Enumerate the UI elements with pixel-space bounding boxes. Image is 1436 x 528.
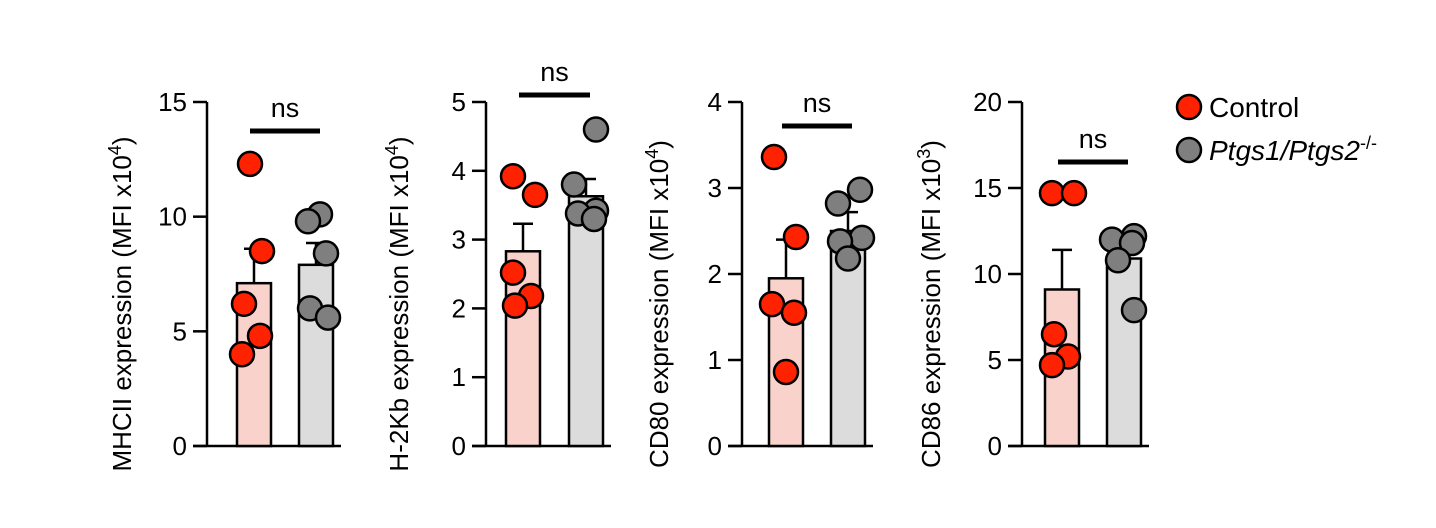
legend-label: Control [1209, 92, 1299, 123]
legend-marker [1175, 136, 1203, 164]
y-tick-label: 1 [452, 362, 466, 392]
significance-label: ns [271, 93, 300, 123]
y-tick-label: 5 [452, 87, 466, 117]
data-point-ko [560, 171, 588, 198]
y-axis-label-exponent: 4 [382, 145, 402, 155]
legend: Control Ptgs1/Ptgs2-/- [1175, 92, 1377, 166]
y-tick-label: 15 [158, 87, 187, 117]
y-tick-label: 0 [708, 431, 722, 461]
y-tick-label: 3 [708, 173, 722, 203]
data-point-ko [1104, 246, 1132, 274]
y-axis-label-close: ) [916, 140, 946, 149]
data-point-control [248, 237, 276, 265]
y-tick-label: 15 [973, 173, 1002, 203]
y-axis-label-text: MHCII expression (MFI x10 [107, 155, 137, 471]
y-axis-label-exponent: 3 [914, 149, 934, 159]
y-axis-label: CD86 expression (MFI x103) [914, 140, 946, 468]
y-tick-label: 5 [988, 345, 1002, 375]
data-point-ko [834, 245, 862, 272]
bar-ko [1105, 257, 1143, 448]
data-point-control [521, 181, 549, 209]
significance-label: ns [1079, 124, 1108, 154]
y-axis-label-text: CD80 expression (MFI x10 [644, 159, 674, 468]
y-tick-label: 4 [708, 87, 722, 117]
data-point-ko [582, 116, 610, 143]
y-tick-label: 20 [973, 87, 1002, 117]
data-point-ko [294, 208, 322, 235]
y-tick-label: 4 [452, 156, 466, 186]
y-tick-label: 2 [708, 259, 722, 289]
data-point-control [1038, 351, 1066, 379]
y-axis-label: MHCII expression (MFI x104) [105, 136, 137, 471]
data-point-control [228, 341, 256, 368]
legend-label: Ptgs1/Ptgs2-/- [1209, 133, 1377, 166]
y-tick-label: 3 [452, 225, 466, 255]
y-tick-label: 10 [158, 202, 187, 232]
data-point-control [772, 358, 800, 386]
data-point-control [236, 150, 264, 178]
y-tick-label: 0 [452, 431, 466, 461]
y-tick-label: 5 [173, 316, 187, 346]
y-tick-label: 2 [452, 293, 466, 323]
y-axis-label-exponent: 4 [642, 149, 662, 159]
data-point-control [1040, 320, 1068, 348]
legend-item: Ptgs1/Ptgs2-/- [1175, 133, 1377, 166]
data-point-ko [314, 304, 342, 331]
data-point-control [501, 292, 529, 319]
data-point-control [760, 143, 788, 171]
data-point-control [499, 259, 527, 286]
legend-marker [1175, 93, 1203, 121]
chart-panel-1: 0 5 10 15 MHCII expression (MFI x104) ns [105, 87, 342, 472]
significance-label: ns [803, 88, 832, 118]
bar-ko [297, 263, 335, 448]
data-point-control [230, 290, 258, 318]
significance-label: ns [540, 57, 569, 87]
data-point-control [1060, 179, 1088, 207]
data-point-control [780, 299, 808, 326]
y-tick-label: 10 [973, 259, 1002, 289]
legend-item: Control [1175, 92, 1299, 123]
chart-panel-4: 0 5 10 15 20 CD86 expression (MFI x103) ns [914, 87, 1149, 468]
data-point-ko [824, 190, 852, 217]
y-axis-label: CD80 expression (MFI x104) [642, 140, 674, 468]
data-point-control [499, 163, 527, 190]
data-point-control [758, 290, 786, 318]
y-axis-label-text: H-2Kb expression (MFI x10 [384, 155, 414, 471]
data-point-ko [580, 205, 608, 233]
y-axis-label-close: ) [384, 136, 414, 145]
y-tick-label: 1 [708, 345, 722, 375]
y-axis-label-exponent: 4 [105, 145, 125, 155]
y-axis-label-close: ) [107, 136, 137, 145]
data-point-control [782, 223, 810, 251]
data-point-control [1038, 179, 1066, 207]
data-point-control [246, 322, 274, 350]
y-axis-label-text: CD86 expression (MFI x10 [916, 159, 946, 468]
y-tick-label: 0 [988, 431, 1002, 461]
y-axis-label: H-2Kb expression (MFI x104) [382, 136, 414, 471]
y-axis-label-close: ) [644, 140, 674, 149]
data-point-ko [848, 224, 876, 252]
data-point-ko [846, 176, 874, 203]
bar-ko [567, 195, 605, 448]
data-point-ko [312, 240, 340, 267]
data-point-ko [1118, 229, 1146, 257]
data-point-ko [1120, 296, 1148, 324]
y-tick-label: 0 [173, 431, 187, 461]
